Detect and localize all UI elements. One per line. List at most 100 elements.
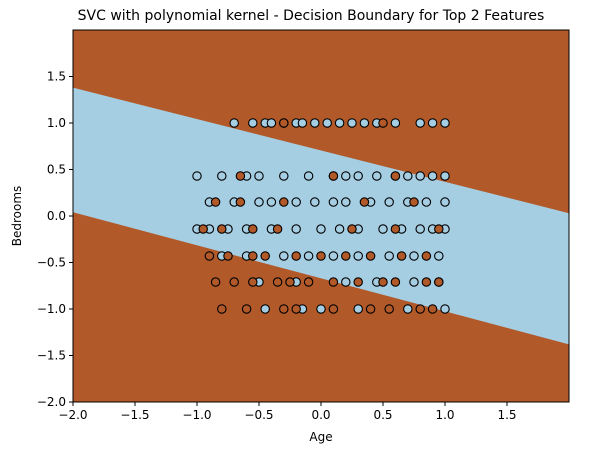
scatter-point (241, 304, 252, 314)
scatter-point (334, 118, 345, 128)
scatter-point (341, 197, 351, 207)
x-tick-label: −0.5 (244, 408, 273, 422)
x-axis: −2.0 −1.5 −1.0 −0.5 0.0 0.5 1.0 1.5 (58, 402, 517, 422)
scatter-point (434, 277, 444, 287)
scatter-point (409, 277, 419, 287)
scatter-point (210, 277, 221, 287)
scatter-point (353, 251, 363, 261)
x-tick-label: 1.0 (435, 408, 454, 422)
scatter-point (421, 251, 432, 261)
scatter-point (403, 171, 413, 181)
scatter-point (297, 118, 308, 128)
scatter-point (254, 171, 264, 181)
scatter-point (390, 171, 401, 181)
scatter-point (291, 304, 301, 314)
scatter-point (248, 224, 258, 234)
scatter-point (279, 197, 289, 207)
scatter-point (390, 224, 401, 234)
scatter-point (291, 251, 301, 261)
y-tick-label: 0.0 (47, 209, 66, 223)
y-tick-label: −0.5 (37, 256, 66, 270)
y-tick-label: 1.5 (47, 70, 66, 84)
scatter-point (279, 118, 289, 128)
scatter-point (440, 197, 450, 207)
scatter-point (359, 118, 370, 128)
scatter-point (254, 197, 264, 207)
scatter-point (192, 171, 202, 181)
scatter-point (434, 251, 444, 261)
scatter-point (390, 118, 401, 128)
scatter-point (341, 171, 351, 181)
scatter-point (359, 197, 370, 207)
scatter-point (403, 304, 413, 314)
y-axis-label: Bedrooms (10, 186, 24, 247)
scatter-point (291, 197, 301, 207)
scatter-point (248, 277, 258, 287)
x-tick-label: −2.0 (58, 408, 87, 422)
scatter-point (427, 118, 438, 128)
scatter-point (341, 277, 351, 287)
scatter-point (310, 118, 320, 128)
scatter-point (272, 277, 283, 287)
scatter-point (421, 277, 432, 287)
scatter-point (260, 251, 270, 261)
scatter-point (328, 171, 339, 181)
scatter-point (384, 197, 394, 207)
scatter-point (384, 251, 394, 261)
scatter-point (365, 304, 376, 314)
scatter-point (440, 171, 450, 181)
x-tick-label: 1.5 (497, 408, 516, 422)
x-tick-label: −1.5 (120, 408, 149, 422)
y-axis: −2.0 −1.5 −1.0 −0.5 0.0 0.5 1.0 1.5 (37, 70, 73, 409)
x-tick-label: −1.0 (182, 408, 211, 422)
scatter-point (334, 224, 345, 234)
scatter-point (409, 251, 419, 261)
scatter-point (316, 304, 326, 314)
scatter-point (210, 197, 221, 207)
scatter-point (248, 251, 258, 261)
scatter-point (217, 224, 227, 234)
scatter-point (440, 118, 450, 128)
scatter-point (328, 251, 339, 261)
scatter-point (266, 118, 277, 128)
scatter-point (235, 197, 246, 207)
scatter-point (204, 251, 215, 261)
scatter-point (217, 304, 227, 314)
y-tick-label: −2.0 (37, 395, 66, 409)
scatter-point (372, 171, 382, 181)
scatter-point (316, 224, 326, 234)
scatter-point (285, 277, 295, 287)
scatter-point (229, 118, 239, 128)
scatter-point (235, 171, 246, 181)
scatter-point (415, 118, 425, 128)
scatter-point (279, 251, 289, 261)
scatter-point (347, 118, 357, 128)
scatter-point (303, 277, 314, 287)
scatter-point (291, 224, 301, 234)
scatter-point (310, 197, 320, 207)
scatter-point (415, 224, 425, 234)
x-axis-label: Age (309, 430, 332, 444)
scatter-point (353, 277, 363, 287)
scatter-point (328, 304, 339, 314)
x-tick-label: 0.5 (373, 408, 392, 422)
x-tick-label: 0.0 (311, 408, 330, 422)
scatter-point (409, 197, 419, 207)
scatter-point (390, 277, 401, 287)
scatter-point (260, 304, 270, 314)
scatter-point (415, 304, 425, 314)
scatter-point (272, 224, 283, 234)
y-tick-label: 0.5 (47, 163, 66, 177)
scatter-point (396, 251, 407, 261)
scatter-point (279, 171, 289, 181)
scatter-point (229, 277, 239, 287)
scatter-point (353, 171, 363, 181)
decision-regions (73, 30, 569, 402)
scatter-point (378, 118, 388, 128)
scatter-point (440, 304, 450, 314)
scatter-point (279, 304, 289, 314)
scatter-point (328, 197, 339, 207)
scatter-point (365, 251, 376, 261)
scatter-point (427, 171, 438, 181)
